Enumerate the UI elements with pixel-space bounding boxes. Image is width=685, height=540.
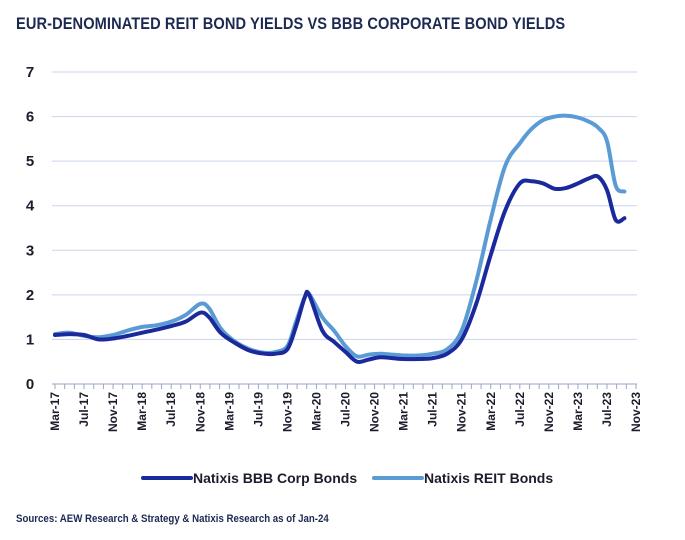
x-tick-label: Mar-23	[571, 392, 585, 431]
x-tick-label: Nov-20	[368, 392, 382, 432]
x-tick-label: Jul-18	[164, 392, 178, 427]
y-tick-label: 0	[26, 376, 34, 393]
x-tick-label: Mar-17	[48, 392, 62, 431]
x-tick-label: Jul-23	[600, 392, 614, 427]
x-tick-label: Jul-22	[513, 392, 527, 427]
y-tick-label: 2	[26, 287, 34, 304]
x-tick-label: Nov-23	[629, 392, 643, 432]
gridlines	[52, 71, 637, 340]
chart-title: EUR-DENOMINATED REIT BOND YIELDS VS BBB …	[16, 14, 566, 33]
x-tick-label: Mar-19	[222, 392, 236, 431]
x-axis-ticks: Mar-17 Jul-17 Nov-17 Mar-18 Jul-18 Nov-18 Mar-…	[48, 392, 643, 432]
x-tick-label: Nov-21	[455, 392, 469, 432]
y-tick-label: 1	[26, 331, 34, 348]
x-tick-label: Nov-22	[542, 392, 556, 432]
x-axis	[52, 383, 637, 389]
y-axis-ticks: 0 1 2 3 4 5 6 7	[26, 64, 35, 393]
x-tick-label: Jul-17	[77, 392, 91, 427]
series-lines	[53, 113, 627, 365]
series-line-bbb-corp-bonds	[53, 173, 627, 365]
y-tick-label: 7	[26, 64, 34, 81]
x-tick-label: Mar-21	[397, 392, 411, 431]
source-note: Sources: AEW Research & Strategy & Natix…	[16, 513, 329, 525]
y-tick-label: 5	[26, 153, 34, 170]
x-tick-label: Jul-19	[251, 392, 265, 427]
x-tick-label: Mar-22	[484, 392, 498, 431]
x-tick-label: Jul-20	[339, 392, 353, 427]
legend-label: Natixis BBB Corp Bonds	[193, 470, 357, 486]
series-line-reit-bonds	[53, 113, 627, 359]
x-tick-label: Jul-21	[426, 392, 440, 427]
legend: Natixis BBB Corp Bonds Natixis REIT Bonds	[141, 470, 553, 486]
y-tick-label: 4	[26, 198, 35, 215]
x-tick-label: Nov-18	[193, 392, 207, 432]
x-tick-label: Mar-18	[135, 392, 149, 431]
y-tick-label: 6	[26, 109, 34, 126]
y-tick-label: 3	[26, 242, 34, 259]
legend-label: Natixis REIT Bonds	[424, 470, 553, 486]
x-tick-label: Mar-20	[309, 392, 323, 431]
x-tick-label: Nov-19	[280, 392, 294, 432]
x-tick-label: Nov-17	[106, 392, 120, 432]
